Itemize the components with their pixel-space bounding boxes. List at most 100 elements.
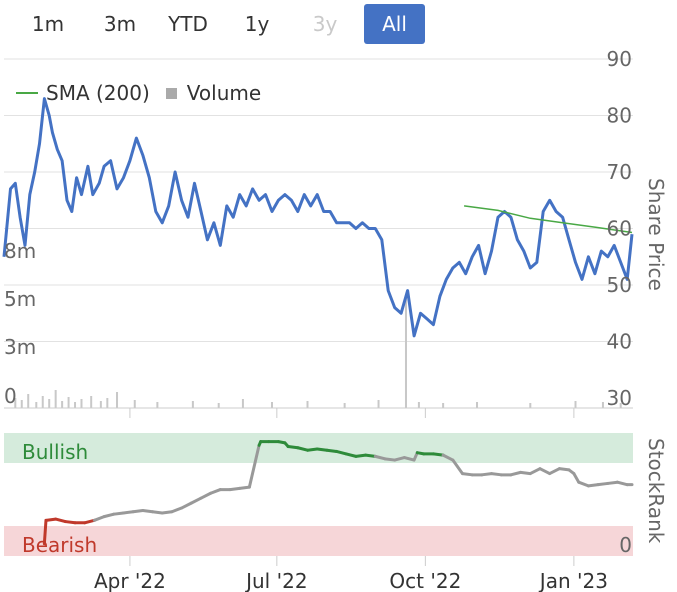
stockrank-axis-title: StockRank [644, 438, 668, 544]
volume-bars [14, 297, 622, 408]
stockrank-segment [189, 496, 203, 505]
x-tick-label: Jan '23 [538, 569, 608, 592]
stockrank-segment [247, 443, 261, 489]
volume-bar [404, 297, 407, 408]
stockrank-segment [577, 480, 590, 488]
price-tick-label: 50 [607, 273, 632, 297]
volume-bar [442, 403, 445, 408]
stockrank-segment [383, 457, 397, 462]
stockrank-segment [306, 447, 319, 452]
stockrank-zero-label: 0 [619, 533, 632, 557]
stockrank-segment [528, 467, 542, 476]
volume-bar [20, 400, 23, 408]
volume-bar [619, 403, 622, 408]
stockrank-segment [228, 486, 242, 492]
share-price-axis-title: Share Price [644, 178, 668, 291]
volume-bar [48, 399, 51, 408]
volume-tick-label: 8m [4, 239, 36, 263]
volume-bar [106, 398, 109, 408]
x-axis-ticks [129, 408, 575, 566]
stockrank-segment [538, 467, 552, 476]
volume-bar [601, 402, 604, 408]
stockrank-segment [441, 453, 455, 462]
stockrank-segment [325, 448, 339, 453]
x-tick-label: Oct '22 [389, 569, 461, 592]
bearish-label: Bearish [22, 533, 97, 557]
price-tick-label: 30 [607, 386, 632, 410]
range-button-3y: 3y [312, 12, 338, 36]
volume-bar [574, 401, 577, 408]
volume-bar [27, 394, 30, 408]
volume-bar [90, 396, 93, 408]
stockrank-segment [460, 472, 474, 477]
price-line [2, 97, 634, 338]
price-tick-label: 40 [607, 330, 632, 354]
stockrank-segment [548, 467, 561, 476]
chart-legend: SMA (200) Volume [16, 78, 261, 108]
volume-bar [343, 403, 346, 408]
volume-bar [41, 396, 44, 408]
x-tick-label: Apr '22 [94, 569, 166, 592]
stockrank-segment [315, 447, 329, 452]
price-tick-label: 70 [607, 160, 632, 184]
volume-legend-label[interactable]: Volume [186, 81, 262, 105]
stockrank-segment [286, 445, 300, 450]
volume-bar [529, 403, 532, 408]
x-axis-labels: Apr '22 Jul '22 Oct '22 Jan '23 [94, 569, 608, 592]
stockrank-segment [238, 485, 251, 490]
price-gridlines [4, 58, 633, 342]
volume-bar [80, 399, 83, 408]
volume-axis-labels: 8m 5m 3m 0 [4, 239, 36, 408]
stockrank-segment [596, 481, 610, 487]
volume-bar [14, 398, 17, 408]
price-tick-label: 80 [607, 104, 632, 128]
stockrank-segment [180, 501, 193, 510]
x-tick-label: Jul '22 [244, 569, 307, 592]
stockrank-segment [141, 508, 155, 514]
volume-bar [67, 397, 70, 408]
sma-legend-swatch [16, 92, 38, 94]
stockrank-segment [112, 511, 125, 516]
price-tick-label: 90 [607, 47, 632, 71]
range-button-all[interactable]: All [364, 4, 425, 44]
sma-legend-label[interactable]: SMA (200) [46, 81, 150, 105]
stockrank-segment [102, 512, 116, 519]
stockrank-segment [354, 453, 368, 458]
volume-bar [217, 403, 220, 408]
range-button-ytd[interactable]: YTD [168, 12, 208, 36]
stockrank-segment [615, 480, 629, 487]
stockrank-segment [364, 453, 377, 458]
range-selector: 1m 3m YTD 1y 3y All [0, 4, 677, 44]
range-button-1m[interactable]: 1m [31, 12, 65, 36]
volume-bar [241, 399, 244, 408]
price-series [2, 97, 634, 338]
volume-legend-swatch [165, 87, 177, 99]
volume-bar [133, 400, 136, 408]
stockrank-segment [519, 470, 532, 476]
range-button-1y[interactable]: 1y [244, 12, 270, 36]
stockrank-segment [402, 456, 416, 462]
volume-tick-label: 0 [4, 384, 17, 408]
stockrank-segment [572, 472, 581, 484]
volume-tick-label: 3m [4, 335, 36, 359]
sma-series [464, 205, 633, 234]
stockrank-segment [480, 472, 494, 477]
stockrank-segment [296, 446, 310, 452]
stockrank-segment [63, 520, 77, 525]
stockrank-segment [83, 518, 96, 525]
volume-bar [156, 402, 159, 408]
bullish-label: Bullish [22, 440, 88, 464]
sma-line [464, 205, 633, 234]
stockrank-segment [170, 506, 184, 514]
stockrank-segment [490, 472, 503, 477]
volume-tick-label: 5m [4, 287, 36, 311]
volume-bar [417, 402, 420, 408]
range-button-3m[interactable]: 3m [103, 12, 137, 36]
stockrank-segment [431, 452, 445, 457]
stockrank-segment [557, 467, 571, 472]
volume-bar [74, 402, 77, 408]
bearish-zone [4, 526, 633, 556]
price-tick-label: 60 [607, 217, 632, 241]
stockrank-segment [209, 488, 222, 495]
